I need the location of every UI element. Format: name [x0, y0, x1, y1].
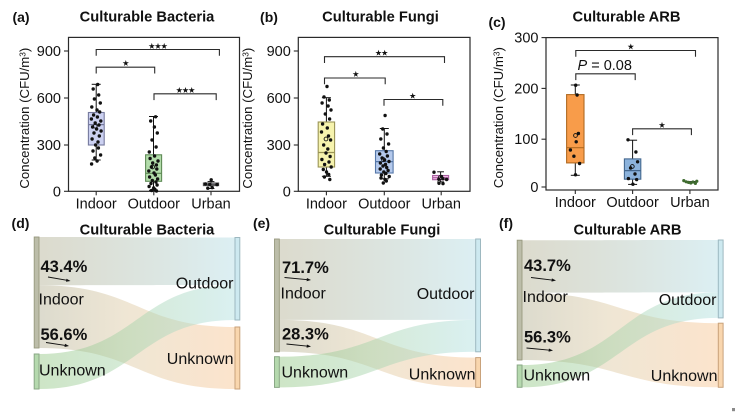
svg-text:900: 900 [267, 44, 291, 60]
svg-text:Indoor: Indoor [281, 286, 327, 303]
svg-text:Culturable Fungi: Culturable Fungi [324, 222, 441, 238]
svg-text:(b): (b) [260, 9, 278, 25]
svg-text:28.3%: 28.3% [282, 326, 329, 344]
svg-text:(a): (a) [12, 9, 29, 25]
svg-text:Unknown: Unknown [651, 368, 718, 385]
svg-text:200: 200 [514, 81, 538, 97]
svg-text:Unknown: Unknown [524, 368, 591, 385]
svg-text:Outdoor: Outdoor [128, 196, 181, 212]
svg-text:Indoor: Indoor [555, 195, 596, 211]
svg-text:56.3%: 56.3% [524, 329, 571, 347]
svg-text:Outdoor: Outdoor [417, 286, 475, 303]
svg-text:Concentration (CFU/m3): Concentration (CFU/m3) [240, 48, 255, 189]
svg-text:Culturable Bacteria: Culturable Bacteria [80, 10, 216, 26]
svg-text:Indoor: Indoor [39, 292, 85, 309]
svg-text:300: 300 [37, 138, 61, 154]
svg-text:Urban: Urban [191, 196, 231, 212]
svg-text:Culturable Bacteria: Culturable Bacteria [80, 222, 216, 238]
svg-text:(d): (d) [12, 215, 30, 231]
svg-text:100: 100 [514, 132, 538, 148]
svg-text:Indoor: Indoor [523, 289, 569, 306]
svg-text:P = 0.08: P = 0.08 [578, 58, 632, 74]
svg-text:Culturable ARB: Culturable ARB [573, 10, 681, 26]
svg-text:Concentration (CFU/m3): Concentration (CFU/m3) [17, 48, 32, 189]
svg-text:Indoor: Indoor [306, 196, 347, 212]
svg-text:0: 0 [530, 180, 538, 196]
svg-text:Unknown: Unknown [282, 365, 349, 382]
svg-text:(e): (e) [253, 215, 270, 231]
svg-text:300: 300 [267, 138, 291, 154]
svg-text:Culturable Fungi: Culturable Fungi [322, 10, 439, 26]
svg-text:0: 0 [53, 184, 61, 200]
svg-text:Unknown: Unknown [409, 367, 476, 384]
svg-text:600: 600 [267, 91, 291, 107]
svg-text:Outdoor: Outdoor [176, 276, 234, 293]
svg-text:Outdoor: Outdoor [606, 195, 659, 211]
svg-text:Culturable ARB: Culturable ARB [574, 222, 682, 238]
svg-text:Urban: Urban [421, 196, 461, 212]
svg-text:300: 300 [514, 31, 538, 47]
svg-text:Urban: Urban [670, 195, 710, 211]
svg-text:Outdoor: Outdoor [358, 196, 411, 212]
svg-text:(c): (c) [488, 14, 505, 30]
svg-text:600: 600 [37, 91, 61, 107]
svg-text:43.7%: 43.7% [524, 257, 571, 275]
svg-text:71.7%: 71.7% [282, 259, 329, 277]
svg-text:0: 0 [283, 184, 291, 200]
svg-text:Unknown: Unknown [39, 363, 106, 380]
svg-text:Concentration (CFU/m3): Concentration (CFU/m3) [491, 47, 506, 188]
svg-text:Indoor: Indoor [76, 196, 117, 212]
svg-text:43.4%: 43.4% [41, 258, 88, 276]
svg-text:Outdoor: Outdoor [659, 292, 717, 309]
svg-text:900: 900 [37, 44, 61, 60]
svg-text:56.6%: 56.6% [41, 326, 88, 344]
svg-text:(f): (f) [499, 215, 513, 231]
svg-text:Unknown: Unknown [167, 351, 234, 368]
